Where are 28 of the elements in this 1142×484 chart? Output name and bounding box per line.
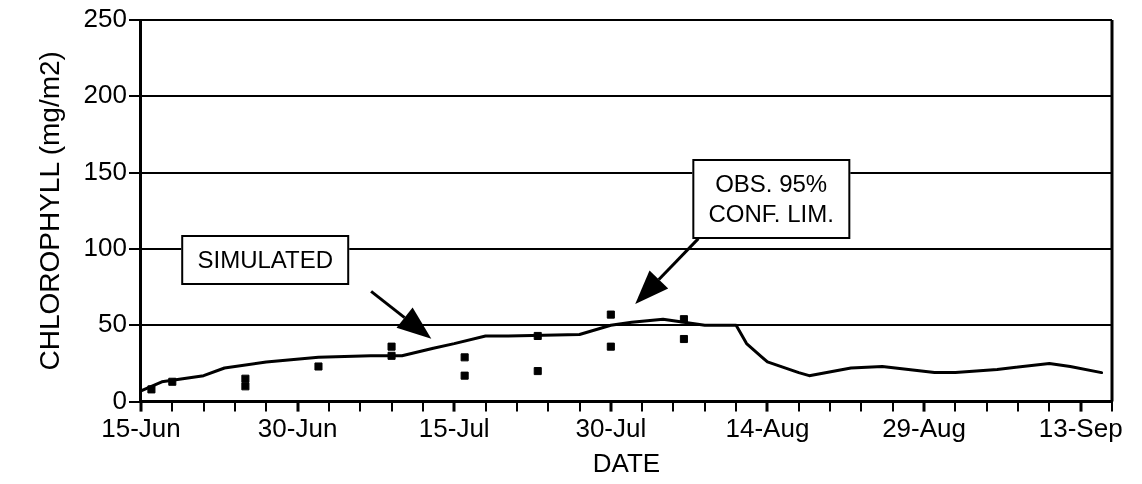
x-tick-label: 29-Aug: [882, 413, 966, 444]
point: [241, 374, 250, 383]
y-axis-title: CHLOROPHYLL (mg/m2): [33, 51, 65, 371]
point: [460, 353, 469, 362]
y-tick-label: 150: [83, 155, 127, 186]
point: [606, 310, 615, 319]
y-tick-label: 50: [98, 308, 127, 339]
point: [387, 342, 396, 351]
y-tick-label: 200: [83, 79, 127, 110]
point: [314, 362, 323, 371]
y-tick-label: 0: [112, 384, 127, 415]
point: [606, 342, 615, 351]
x-tick-label: 30-Jul: [575, 413, 647, 444]
y-tick-label: 100: [83, 232, 127, 263]
point: [533, 367, 542, 376]
point: [460, 371, 469, 380]
point: [679, 334, 688, 344]
y-tick-label: 250: [83, 3, 127, 34]
point: [147, 385, 156, 394]
annotation: SIMULATED: [181, 234, 350, 285]
annotation: OBS. 95% CONF. LIM.: [692, 158, 850, 239]
x-tick-label: 15-Jul: [418, 413, 490, 444]
x-tick-label: 13-Sep: [1038, 413, 1123, 444]
x-tick-label: 14-Aug: [725, 413, 810, 444]
x-tick-label: 15-Jun: [101, 413, 181, 444]
x-axis-title: DATE: [592, 447, 661, 478]
x-tick-label: 30-Jun: [257, 413, 338, 444]
point: [241, 382, 250, 391]
